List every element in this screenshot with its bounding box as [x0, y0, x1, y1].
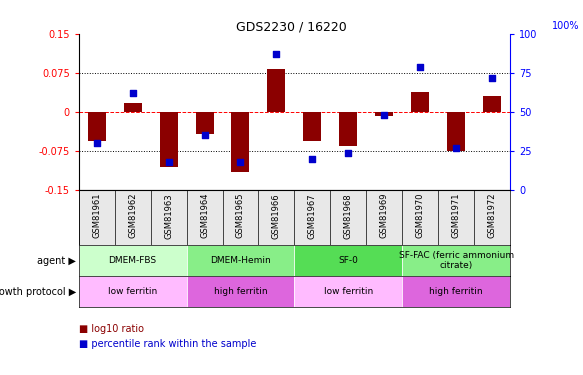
Bar — [79, 245, 187, 276]
Bar — [402, 245, 510, 276]
Text: DMEM-FBS: DMEM-FBS — [108, 256, 157, 265]
Bar — [160, 112, 178, 167]
Bar — [195, 112, 213, 134]
Text: GSM81972: GSM81972 — [487, 193, 497, 238]
Text: GDS2230 / 16220: GDS2230 / 16220 — [236, 21, 347, 34]
Point — [487, 75, 497, 81]
Bar — [187, 276, 294, 308]
Bar — [447, 112, 465, 151]
Text: low ferritin: low ferritin — [108, 287, 157, 296]
Text: growth protocol ▶: growth protocol ▶ — [0, 287, 76, 297]
Text: GSM81964: GSM81964 — [200, 193, 209, 238]
Text: ■ log10 ratio: ■ log10 ratio — [79, 324, 143, 334]
Bar — [402, 276, 510, 308]
Text: GSM81963: GSM81963 — [164, 193, 173, 238]
Bar — [294, 245, 402, 276]
Bar — [483, 96, 501, 112]
Point — [416, 64, 425, 70]
Text: ■ percentile rank within the sample: ■ percentile rank within the sample — [79, 339, 256, 350]
Point — [451, 145, 461, 151]
Text: agent ▶: agent ▶ — [37, 256, 76, 266]
Text: GSM81969: GSM81969 — [380, 193, 389, 238]
Text: GSM81967: GSM81967 — [308, 193, 317, 238]
Point — [272, 51, 281, 57]
Bar — [339, 112, 357, 146]
Bar — [303, 112, 321, 141]
Point — [380, 112, 389, 118]
Text: high ferritin: high ferritin — [430, 287, 483, 296]
Text: GSM81971: GSM81971 — [452, 193, 461, 238]
Bar — [231, 112, 250, 172]
Point — [344, 150, 353, 156]
Text: GSM81970: GSM81970 — [416, 193, 425, 238]
Bar — [268, 69, 286, 112]
Bar — [124, 103, 142, 112]
Point — [200, 132, 209, 138]
Text: SF-FAC (ferric ammonium
citrate): SF-FAC (ferric ammonium citrate) — [399, 251, 514, 270]
Text: GSM81968: GSM81968 — [344, 193, 353, 238]
Text: 100%: 100% — [552, 21, 580, 31]
Text: GSM81965: GSM81965 — [236, 193, 245, 238]
Text: GSM81961: GSM81961 — [92, 193, 101, 238]
Point — [92, 140, 101, 146]
Bar — [294, 276, 402, 308]
Bar — [187, 245, 294, 276]
Bar — [411, 92, 429, 112]
Text: GSM81966: GSM81966 — [272, 193, 281, 238]
Point — [308, 156, 317, 162]
Text: GSM81962: GSM81962 — [128, 193, 137, 238]
Text: SF-0: SF-0 — [338, 256, 359, 265]
Text: DMEM-Hemin: DMEM-Hemin — [210, 256, 271, 265]
Bar — [87, 112, 106, 141]
Text: high ferritin: high ferritin — [214, 287, 267, 296]
Text: low ferritin: low ferritin — [324, 287, 373, 296]
Point — [236, 159, 245, 165]
Point — [128, 90, 138, 96]
Bar — [375, 112, 394, 116]
Bar — [79, 276, 187, 308]
Point — [164, 159, 173, 165]
